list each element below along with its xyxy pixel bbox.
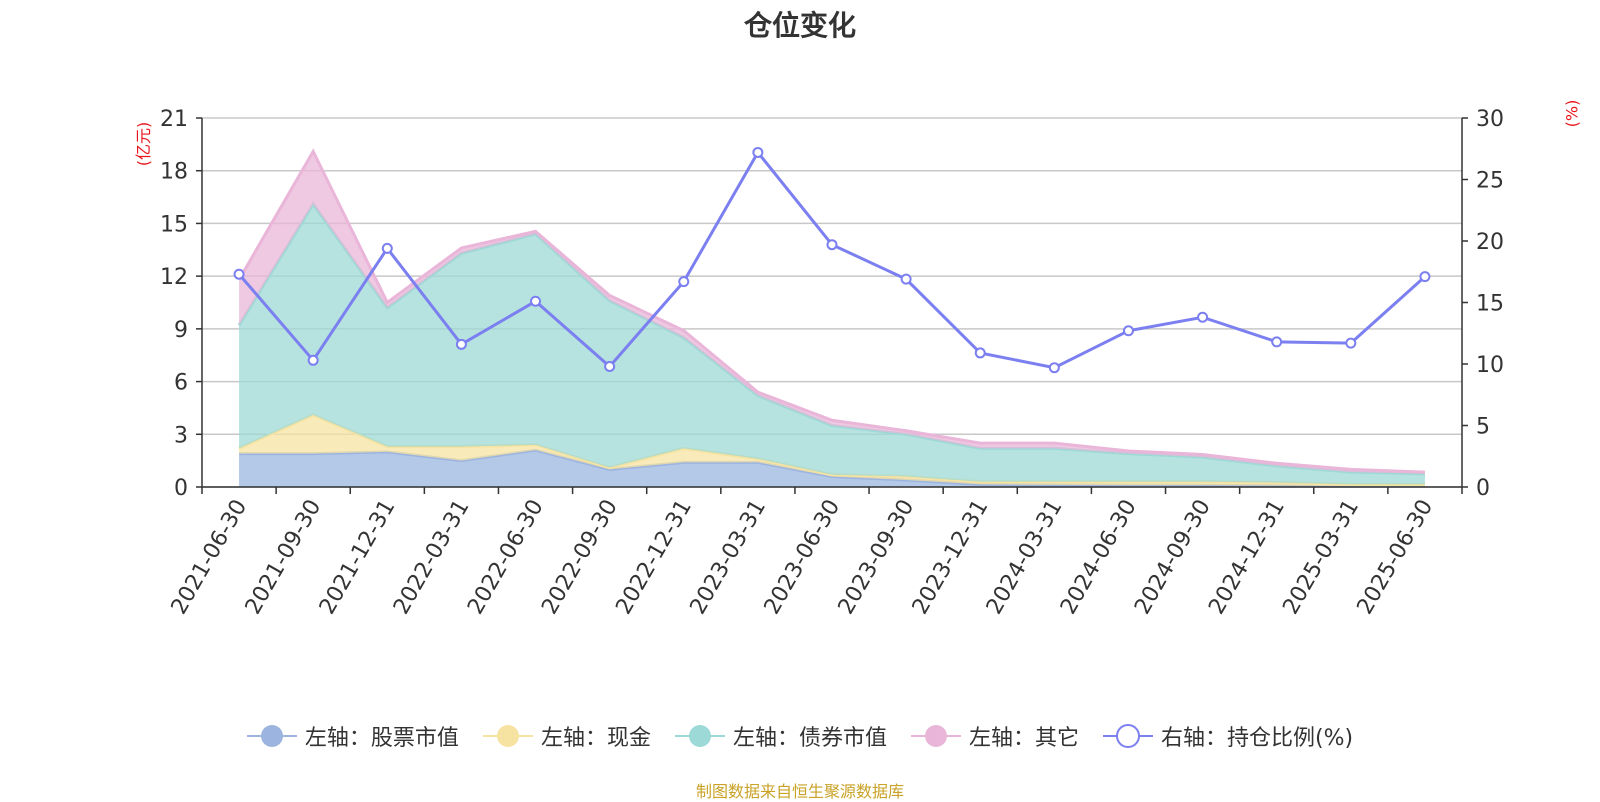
ratio-point [752, 146, 764, 158]
legend-item-stock[interactable]: 左轴：股票市值 [246, 720, 459, 752]
right-tick-label: 30 [1476, 107, 1504, 132]
legend-item-other[interactable]: 左轴：其它 [910, 720, 1079, 752]
left-tick-label: 6 [174, 371, 188, 396]
right-tick-label: 0 [1476, 476, 1490, 501]
x-tick-label: 2024-12-31 [1204, 496, 1290, 619]
ratio-point [233, 268, 245, 280]
x-tick-label: 2022-03-31 [389, 495, 475, 618]
x-tick-label: 2023-03-31 [685, 496, 771, 619]
x-tick-label: 2025-03-31 [1278, 496, 1364, 619]
legend-cash-label: 左轴：现金 [540, 726, 651, 751]
x-tick-label: 2025-06-30 [1353, 496, 1439, 619]
legend-item-ratio[interactable]: 右轴：持仓比例(%) [1102, 720, 1354, 752]
legend-bond-label: 左轴：债券市值 [732, 726, 887, 751]
x-tick-label: 2023-06-30 [760, 496, 846, 619]
x-tick-label: 2021-12-31 [315, 496, 401, 619]
x-tick-label: 2024-06-30 [1056, 496, 1142, 619]
left-tick-label: 9 [174, 318, 188, 343]
left-tick-label: 0 [174, 476, 188, 501]
area-2 [239, 204, 1425, 485]
legend-stock-label: 左轴：股票市值 [304, 726, 459, 751]
ratio-point [1345, 337, 1357, 349]
ratio-point [381, 242, 393, 254]
legend-item-bond[interactable]: 左轴：债券市值 [674, 720, 887, 752]
x-tick-label: 2023-09-30 [834, 496, 920, 619]
left-tick-label: 18 [160, 160, 188, 185]
x-tick-label: 2022-09-30 [537, 496, 623, 619]
ratio-point [1197, 311, 1209, 323]
x-tick-label: 2024-09-30 [1130, 496, 1216, 619]
x-tick-label: 2021-09-30 [241, 496, 327, 619]
legend-item-cash[interactable]: 左轴：现金 [482, 720, 651, 752]
x-tick-label: 2022-06-30 [463, 496, 549, 619]
legend-ratio-label: 右轴：持仓比例(%) [1160, 726, 1354, 751]
right-tick-label: 5 [1476, 415, 1490, 440]
x-tick-label: 2021-06-30 [167, 496, 253, 619]
ratio-point [900, 273, 912, 285]
ratio-point [455, 338, 467, 350]
right-tick-label: 25 [1476, 169, 1504, 194]
ratio-point [604, 360, 616, 372]
left-tick-label: 12 [160, 265, 188, 290]
ratio-point [678, 276, 690, 288]
legend: 左轴：股票市值 左轴：现金 左轴：债券市值 左轴：其它 右轴：持仓比例(%) [0, 720, 1600, 752]
area-edge-3 [237, 148, 1425, 474]
ratio-point [1419, 271, 1431, 283]
legend-ratio-icon [1102, 724, 1153, 748]
area-0 [239, 450, 1425, 487]
ratio-point [530, 295, 542, 307]
area-1 [239, 414, 1425, 487]
right-tick-label: 15 [1476, 292, 1504, 317]
legend-stock-icon [246, 725, 297, 747]
left-tick-label: 21 [160, 107, 188, 132]
ratio-point [826, 239, 838, 251]
source-note: 制图数据来自恒生聚源数据库 [695, 782, 904, 801]
right-tick-label: 20 [1476, 230, 1504, 255]
right-tick-label: 10 [1476, 353, 1504, 378]
ratio-point [1048, 362, 1060, 374]
legend-cash-icon [482, 725, 533, 747]
left-tick-label: 15 [160, 212, 188, 237]
ratio-point [307, 354, 319, 366]
x-tick-label: 2024-03-31 [982, 496, 1068, 619]
left-tick-label: 3 [174, 423, 188, 448]
ratio-point [974, 347, 986, 359]
x-tick-label: 2022-12-31 [611, 496, 697, 619]
legend-bond-icon [674, 725, 725, 747]
chart-title: 仓位变化 [743, 9, 856, 42]
ratio-point [1271, 336, 1283, 348]
ratio-point [1122, 325, 1134, 337]
legend-other-label: 左轴：其它 [968, 726, 1079, 751]
x-tick-label: 2023-12-31 [908, 496, 994, 619]
legend-other-icon [910, 725, 961, 747]
